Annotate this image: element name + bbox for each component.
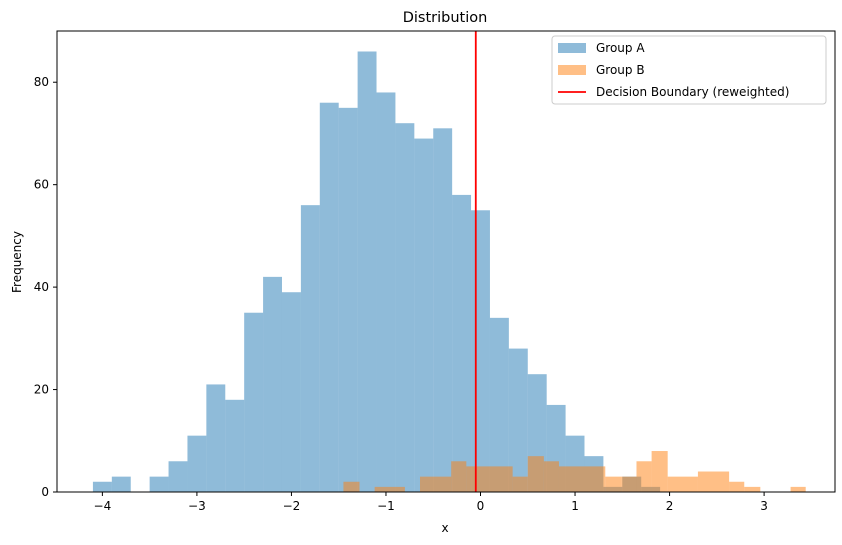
bar-group-b <box>527 456 544 492</box>
x-tick-label: 3 <box>760 499 768 513</box>
bar-group-b <box>744 486 761 492</box>
legend-item-group-b-swatch <box>558 65 586 75</box>
plot-area: −4 −3 −2 −1 0 1 2 3 0 20 40 60 80 <box>34 30 836 513</box>
bar-group-a <box>489 317 509 492</box>
legend-item-group-a-label: Group A <box>596 41 645 55</box>
bar-group-a <box>471 210 490 492</box>
bar-group-b <box>651 451 668 492</box>
bar-group-a <box>149 476 169 492</box>
legend-item-group-b-label: Group B <box>596 63 645 77</box>
bar-group-a <box>92 481 112 492</box>
x-tick-label: −3 <box>188 499 206 513</box>
bar-group-a <box>244 312 264 492</box>
bar-group-a <box>187 435 207 492</box>
bar-group-a <box>414 138 434 493</box>
bar-group-b <box>621 476 637 492</box>
bar-group-b <box>466 466 513 492</box>
bar-group-a <box>206 384 226 492</box>
y-tick-label: 60 <box>34 178 49 192</box>
bar-group-a <box>376 92 396 492</box>
x-tick-label: −4 <box>94 499 112 513</box>
bar-group-b <box>667 476 698 492</box>
bar-group-b <box>512 476 528 492</box>
bar-group-a <box>168 461 188 492</box>
bar-group-a <box>281 292 301 492</box>
bar-group-a <box>338 107 358 492</box>
bar-group-b <box>636 461 652 492</box>
y-axis-label: Frequency <box>10 231 24 293</box>
x-axis-label: x <box>441 521 448 535</box>
bar-group-b <box>343 481 360 492</box>
bar-group-a <box>433 128 453 493</box>
bar-group-a <box>319 102 339 492</box>
y-tick-label: 0 <box>41 485 49 499</box>
bar-group-b <box>558 466 606 492</box>
bar-group-a <box>508 348 528 492</box>
bar-group-b <box>605 476 622 492</box>
bar-group-a <box>300 205 320 492</box>
chart-title: Distribution <box>403 10 488 26</box>
bar-group-b <box>543 461 559 492</box>
bar-group-b <box>790 486 806 492</box>
bar-group-b <box>451 461 467 492</box>
y-tick-label: 20 <box>34 383 49 397</box>
bar-group-b <box>420 476 452 492</box>
bar-group-a <box>111 476 131 492</box>
x-tick-label: 0 <box>477 499 485 513</box>
bar-group-a <box>357 51 377 492</box>
legend: Group A Group B Decision Boundary (reweigh… <box>551 35 827 105</box>
y-tick-label: 80 <box>34 75 49 89</box>
x-tick-label: 1 <box>571 499 579 513</box>
bar-group-b <box>729 481 745 492</box>
x-tick-label: −1 <box>377 499 395 513</box>
bar-group-a <box>225 399 245 492</box>
bar-group-b <box>374 486 405 492</box>
y-tick-label: 40 <box>34 280 49 294</box>
bar-group-a <box>452 194 472 492</box>
bar-group-a <box>395 123 415 492</box>
x-tick-label: 2 <box>666 499 674 513</box>
legend-box <box>551 35 827 105</box>
legend-item-group-a-swatch <box>558 43 586 53</box>
axes-frame <box>56 30 836 493</box>
bar-group-a <box>263 276 282 492</box>
legend-item-decision-boundary-label: Decision Boundary (reweighted) <box>596 85 789 99</box>
x-tick-label: −2 <box>283 499 301 513</box>
bar-group-b <box>697 471 730 492</box>
